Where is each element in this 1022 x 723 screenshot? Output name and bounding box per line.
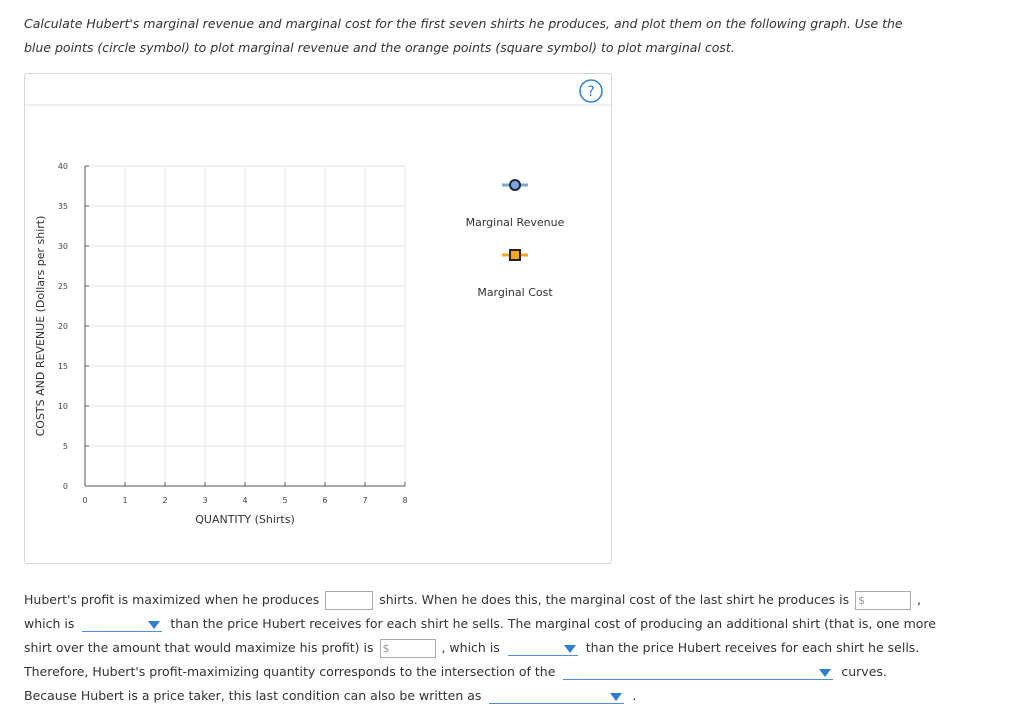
question-text: shirts. When he does this, the marginal … (379, 592, 850, 607)
x-tick-label: 2 (162, 496, 167, 505)
question-text: , which is (24, 592, 922, 631)
graph-panel (24, 73, 612, 564)
y-tick-label: 10 (58, 402, 68, 411)
help-label[interactable]: ? (587, 84, 594, 100)
x-tick-label: 3 (202, 496, 207, 505)
x-tick-label: 4 (242, 496, 247, 505)
y-tick-label: 5 (63, 442, 68, 451)
question-text: , which is (441, 640, 500, 655)
instructions: Calculate Hubert's marginal revenue and … (24, 16, 903, 55)
dollar-input[interactable]: $ (855, 591, 912, 610)
y-tick-label: 0 (63, 482, 68, 491)
y-tick-label: 25 (58, 282, 68, 291)
x-tick-label: 1 (122, 496, 127, 505)
dropdown[interactable] (489, 689, 625, 704)
y-axis-label: COSTS AND REVENUE (Dollars per shirt) (34, 216, 47, 437)
question-text: . (632, 688, 637, 703)
y-tick-label: 40 (58, 162, 68, 171)
y-tick-label: 20 (58, 322, 68, 331)
question-text: Hubert's profit is maximized when he pro… (24, 592, 320, 607)
legend-label: Marginal Cost (477, 286, 553, 299)
x-tick-label: 6 (322, 496, 327, 505)
number-input[interactable] (325, 591, 374, 610)
x-tick-label: 8 (402, 496, 407, 505)
question-text: curves. Because Hubert is a price taker,… (24, 664, 887, 703)
y-tick-label: 30 (58, 242, 68, 251)
x-tick-label: 7 (362, 496, 367, 505)
help-button[interactable] (579, 79, 603, 103)
y-tick-label: 35 (58, 202, 68, 211)
legend-marker[interactable] (509, 179, 521, 191)
x-tick-label: 5 (282, 496, 287, 505)
question-text: than the price Hubert receives for each … (24, 640, 920, 679)
dropdown[interactable] (507, 641, 578, 656)
x-axis-label: QUANTITY (Shirts) (195, 513, 295, 526)
question-text: than the price Hubert receives for each … (24, 616, 936, 655)
legend-label: Marginal Revenue (466, 216, 565, 229)
dollar-input[interactable]: $ (379, 639, 436, 658)
dropdown[interactable] (82, 617, 163, 632)
question: Hubert's profit is maximized when he pro… (24, 588, 939, 708)
dropdown[interactable] (563, 665, 834, 680)
legend-marker[interactable] (509, 249, 521, 261)
y-tick-label: 15 (58, 362, 68, 371)
x-tick-label: 0 (82, 496, 87, 505)
